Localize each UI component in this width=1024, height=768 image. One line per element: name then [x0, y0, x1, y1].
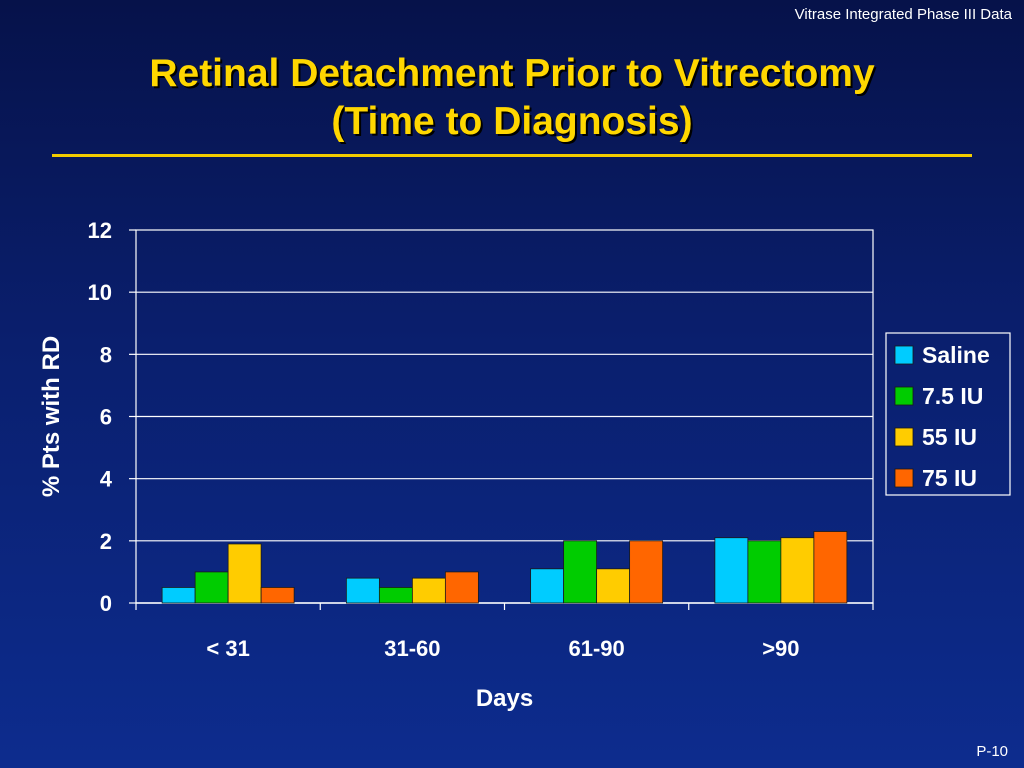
- legend-swatch: [894, 345, 914, 365]
- bar-7-5-iu: [194, 571, 229, 604]
- bar-75-iu: [629, 540, 664, 604]
- bar-saline: [714, 537, 749, 604]
- bar-saline: [345, 577, 380, 604]
- bar-75-iu: [260, 587, 295, 604]
- legend-swatch: [894, 386, 914, 406]
- bar-7-5-iu: [747, 540, 782, 604]
- slide-title: Retinal Detachment Prior to Vitrectomy (…: [0, 50, 1024, 146]
- legend-label: 55 IU: [922, 424, 977, 450]
- y-tick-label: 12: [88, 218, 112, 243]
- legend-label: 7.5 IU: [922, 383, 983, 409]
- bar-7-5-iu: [378, 587, 413, 604]
- y-tick-label: 4: [100, 467, 113, 492]
- bar-55-iu: [596, 568, 631, 604]
- x-tick-label: 31-60: [384, 636, 440, 661]
- legend-swatch: [894, 468, 914, 488]
- y-axis-title: % Pts with RD: [38, 336, 65, 497]
- bar-55-iu: [227, 543, 262, 604]
- x-tick-label: 61-90: [568, 636, 624, 661]
- bar-7-5-iu: [563, 540, 598, 604]
- slide-title-line-2: (Time to Diagnosis): [331, 100, 693, 143]
- y-tick-label: 8: [100, 342, 112, 367]
- slide-title-line-1: Retinal Detachment Prior to Vitrectomy: [149, 52, 875, 95]
- legend-box: [885, 332, 1011, 496]
- legend-label: 75 IU: [922, 465, 977, 491]
- y-tick-label: 6: [100, 405, 112, 430]
- title-underline: [52, 154, 972, 157]
- y-tick-label: 10: [88, 280, 112, 305]
- page-number: P-10: [976, 743, 1008, 760]
- bar-saline: [161, 587, 196, 604]
- bar-55-iu: [780, 537, 815, 604]
- bar-75-iu: [444, 571, 479, 604]
- y-tick-label: 0: [100, 591, 112, 616]
- legend-label: Saline: [922, 342, 990, 368]
- bar-75-iu: [813, 531, 848, 604]
- x-tick-label: >90: [762, 636, 799, 661]
- header-note: Vitrase Integrated Phase III Data: [794, 6, 1012, 23]
- x-tick-label: < 31: [206, 636, 249, 661]
- x-axis-title: Days: [476, 685, 533, 712]
- bar-55-iu: [411, 577, 446, 604]
- legend-swatch: [894, 427, 914, 447]
- y-tick-label: 2: [100, 529, 112, 554]
- bar-saline: [530, 568, 565, 604]
